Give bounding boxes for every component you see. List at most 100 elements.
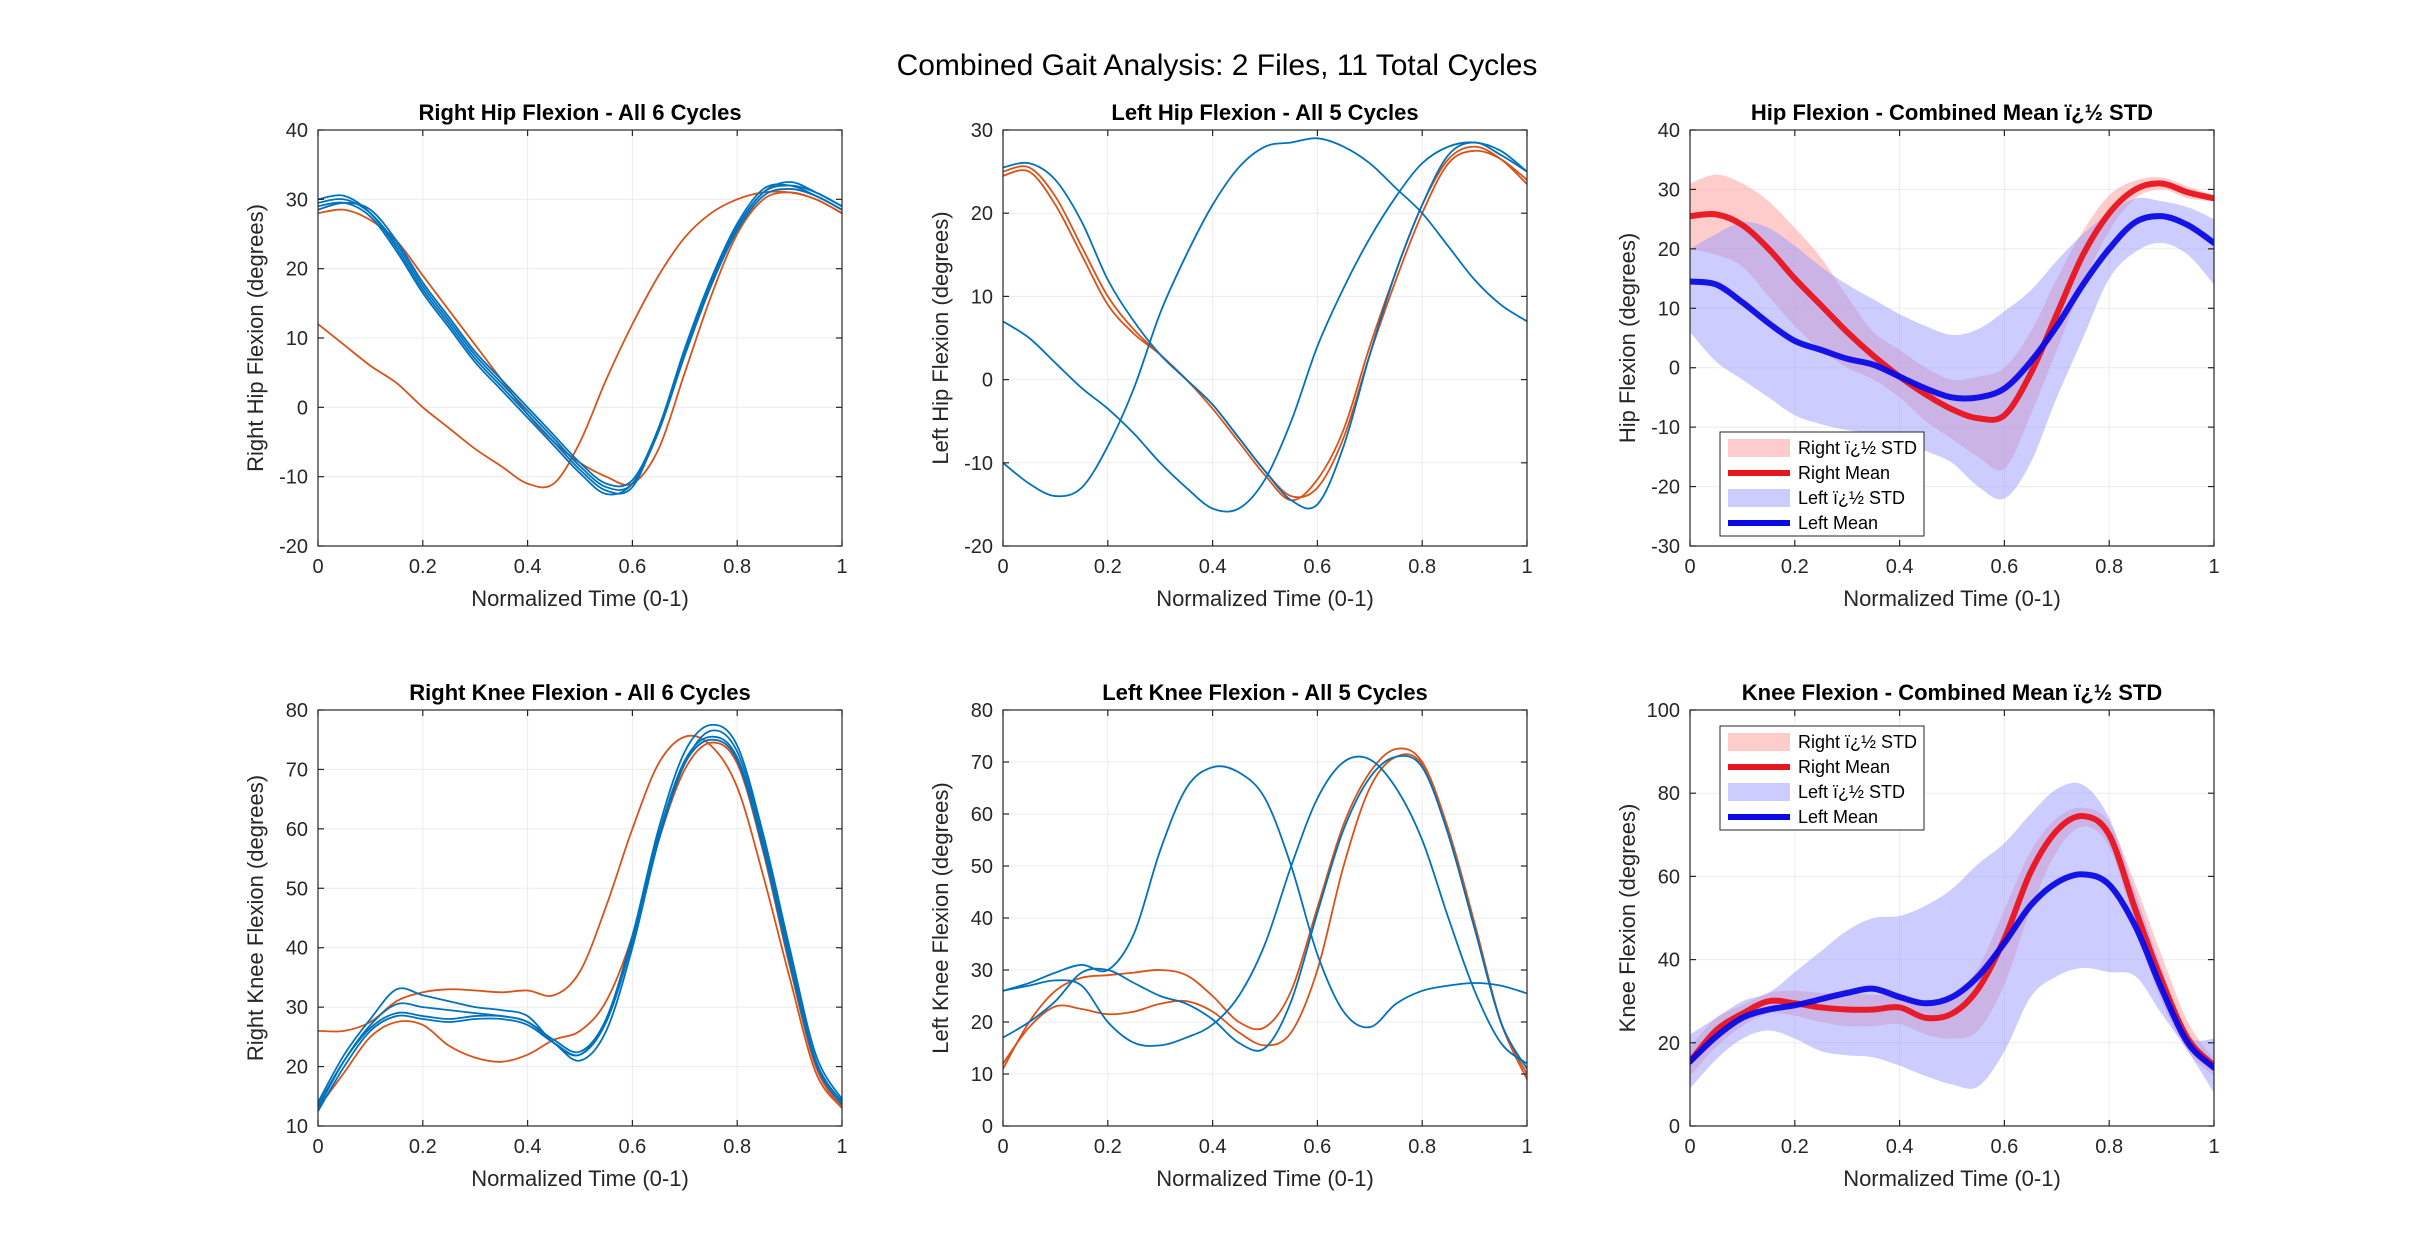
x-tick-label: 0 [312,1136,323,1158]
x-tick-label: 1 [2208,556,2219,578]
axes-right-knee: 0 0.2 0.4 0.6 0.8 1 10 20 30 40 50 60 70 80 Right Knee… [243,680,848,1191]
left-std-band [1690,782,2214,1093]
x-tick-label: 0 [1684,556,1695,578]
axes-box [1689,709,2215,1127]
x-tick-label: 0 [1684,1136,1695,1158]
x-tick-label: 0.4 [1199,556,1227,578]
legend-swatch-band [1728,439,1790,457]
y-tick-label: 20 [286,259,308,281]
axes-title: Hip Flexion - Combined Mean ï¿½ STD [1751,100,2153,125]
y-tick-label: 10 [286,1116,308,1138]
x-tick-label: 0.8 [723,556,751,578]
axes-left-hip: 0 0.2 0.4 0.6 0.8 1 -20 -10 0 10 20 30 Left Hip Flex… [928,100,1533,611]
y-tick-label: 30 [1658,179,1680,201]
plot-area [318,710,842,1126]
series-line-4 [318,729,842,1110]
axes-box [1002,129,1528,547]
y-axis-label: Right Hip Flexion (degrees) [243,204,268,472]
y-tick-label: 40 [1658,120,1680,142]
y-axis-label: Knee Flexion (degrees) [1615,804,1640,1033]
y-tick-label: 0 [982,1116,993,1138]
series-line-4 [1003,141,1527,513]
y-axis-label: Hip Flexion (degrees) [1615,233,1640,443]
y-tick-label: 40 [286,120,308,142]
legend-entry: Right Mean [1798,463,1890,483]
series-line-2 [1003,145,1527,502]
y-tick-label: 50 [971,856,993,878]
axes-title: Right Hip Flexion - All 6 Cycles [418,100,741,125]
x-axis-label: Normalized Time (0-1) [1843,586,2061,611]
legend-swatch-band [1728,489,1790,507]
y-tick-label: 40 [971,908,993,930]
y-tick-label: 80 [286,700,308,722]
x-tick-label: 1 [2208,1136,2219,1158]
y-tick-label: 0 [1669,1116,1680,1138]
x-tick-label: 1 [1521,556,1532,578]
legend-swatch-band [1728,783,1790,801]
x-tick-label: 0.8 [2095,1136,2123,1158]
x-tick-label: 0.2 [409,1136,437,1158]
figure-title: Combined Gait Analysis: 2 Files, 11 Tota… [897,49,1538,82]
x-tick-label: 0.4 [1886,556,1914,578]
series-line-3 [1003,141,1527,510]
y-tick-label: 20 [971,1012,993,1034]
y-tick-label: 60 [971,804,993,826]
y-tick-label: -10 [964,453,993,475]
left-mean-line [1690,213,2214,402]
right-mean-line [1690,180,2214,423]
y-tick-label: 30 [971,960,993,982]
y-axis-label: Left Knee Flexion (degrees) [928,782,953,1054]
plot-content [318,723,842,1113]
right-mean-line [1690,813,2214,1069]
x-tick-label: 0.2 [409,556,437,578]
x-axis-label: Normalized Time (0-1) [1843,1166,2061,1191]
series-line-1 [1003,747,1527,1081]
y-tick-label: 20 [971,203,993,225]
y-tick-label: 40 [286,938,308,960]
plot-content [1003,747,1527,1081]
y-tick-label: 30 [286,189,308,211]
y-tick-label: 0 [982,370,993,392]
series-line-4 [318,188,842,496]
y-axis-label: Left Hip Flexion (degrees) [928,211,953,464]
x-tick-label: 0.2 [1094,1136,1122,1158]
y-tick-label: 10 [286,328,308,350]
legend: Right ï¿½ STD Right Mean Left ï¿½ STD Left … [1719,431,1925,537]
y-tick-label: -20 [1651,477,1680,499]
legend-entry: Left ï¿½ STD [1798,782,1905,802]
left-mean-line [1690,871,2214,1071]
series-line-4 [1003,755,1527,1065]
axes-title: Left Knee Flexion - All 5 Cycles [1102,680,1428,705]
y-tick-label: 20 [1658,1033,1680,1055]
axes-title: Left Hip Flexion - All 5 Cycles [1111,100,1418,125]
legend-entry: Right Mean [1798,757,1890,777]
plot-area [1003,130,1527,546]
axes-title: Right Knee Flexion - All 6 Cycles [409,680,750,705]
axes-hip-combined: 0 0.2 0.4 0.6 0.8 1 -30 -20 -10 0 10 20 30 40 Hip Flex… [1615,100,2220,611]
series-line-5 [1003,137,1527,498]
legend-entry: Right ï¿½ STD [1798,732,1917,752]
y-tick-label: 60 [1658,866,1680,888]
x-tick-label: 0 [312,556,323,578]
y-tick-label: 0 [1669,358,1680,380]
plot-content [1690,174,2214,500]
y-tick-label: 10 [971,286,993,308]
y-tick-label: 30 [286,997,308,1019]
x-tick-label: 0.6 [618,1136,646,1158]
x-tick-label: 0 [997,1136,1008,1158]
x-tick-label: 0.8 [1408,1136,1436,1158]
y-axis-label: Right Knee Flexion (degrees) [243,775,268,1061]
series-line-5 [1003,765,1527,1029]
x-axis-label: Normalized Time (0-1) [1156,1166,1374,1191]
y-tick-label: 70 [286,759,308,781]
x-axis-label: Normalized Time (0-1) [1156,586,1374,611]
y-tick-label: 20 [1658,239,1680,261]
x-tick-label: 0.2 [1781,1136,1809,1158]
y-tick-label: 20 [286,1057,308,1079]
y-tick-label: 100 [1647,700,1680,722]
y-tick-label: -20 [279,536,308,558]
legend-entry: Right ï¿½ STD [1798,438,1917,458]
